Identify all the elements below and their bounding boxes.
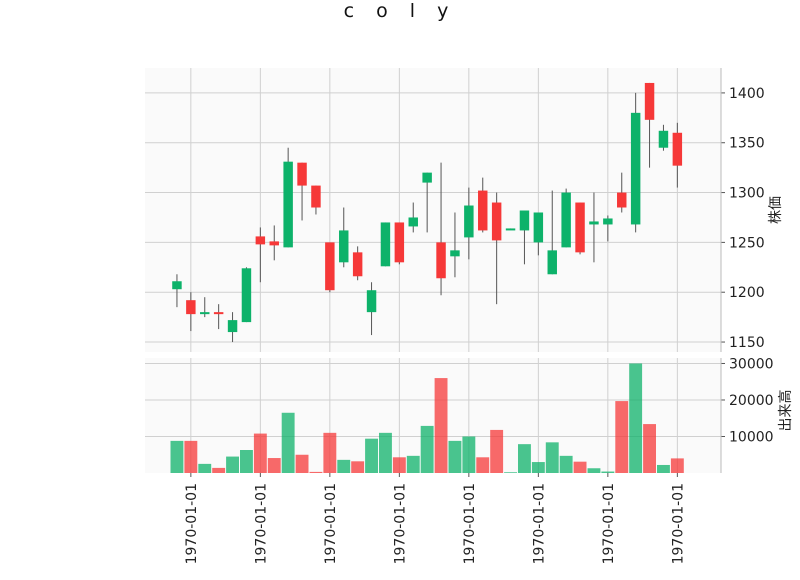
candle-body (644, 82, 655, 120)
candle-body (603, 218, 613, 225)
candle-body (658, 130, 669, 148)
candle-body (352, 252, 363, 277)
volume-bar (434, 378, 448, 473)
candle-body (436, 242, 446, 279)
candle-body (297, 162, 307, 186)
candle-body (366, 290, 377, 313)
volume-bar (448, 440, 462, 473)
candle-body (617, 192, 627, 208)
candle-body (533, 212, 544, 243)
candle-body (283, 161, 293, 248)
price-tick-label: 1150 (729, 335, 765, 351)
candle-body (311, 185, 321, 208)
volume-bar (240, 450, 253, 473)
candle-body (325, 242, 335, 291)
price-panel (145, 68, 721, 352)
volume-tick-label: 10000 (729, 429, 774, 445)
price-tick-label: 1400 (729, 86, 765, 102)
chart-title: c o l y (343, 0, 457, 22)
volume-bar (643, 424, 656, 473)
volume-bar (184, 440, 198, 473)
candle-body (227, 320, 238, 333)
volume-bar (531, 462, 545, 473)
x-tick-label: 1970-01-01 (184, 483, 200, 564)
volume-bar (559, 455, 573, 473)
candle-body (186, 300, 196, 315)
candle-body (269, 241, 279, 246)
candle-body (575, 202, 585, 253)
volume-bar (462, 436, 476, 473)
candle-body (380, 222, 391, 267)
volume-bar (295, 454, 309, 473)
volume-bar (212, 467, 226, 473)
candle-body (491, 202, 502, 241)
volume-tick-label: 30000 (729, 356, 774, 372)
candle-body (241, 268, 252, 323)
x-tick-label: 1970-01-01 (253, 483, 269, 564)
volume-bar (518, 444, 531, 473)
volume-bar (476, 457, 490, 473)
volume-bar (629, 363, 643, 473)
x-tick-label: 1970-01-01 (531, 483, 547, 564)
candle-body (672, 132, 683, 166)
volume-bar (379, 432, 392, 473)
candle-body (519, 210, 530, 231)
volume-bar (420, 425, 434, 473)
volume-bar (309, 471, 323, 473)
x-tick-label: 1970-01-01 (392, 483, 408, 564)
volume-bar (504, 472, 517, 473)
volume-bar (337, 459, 351, 473)
price-axis-label: 株価 (768, 196, 784, 224)
candle-body (394, 222, 405, 263)
candle-body (547, 250, 557, 275)
volume-bar (226, 456, 239, 473)
candle-body (589, 221, 599, 225)
volume-bar (490, 429, 504, 473)
volume-bar (281, 412, 295, 473)
candle-body (422, 172, 432, 183)
volume-bar (351, 461, 365, 473)
x-tick-label: 1970-01-01 (462, 483, 478, 564)
candle-body (450, 250, 460, 257)
volume-axis-label: 出来高 (777, 390, 794, 432)
candle-body (172, 281, 182, 290)
x-tick-label: 1970-01-01 (670, 483, 686, 564)
volume-bar (601, 471, 615, 473)
x-tick-label: 1970-01-01 (601, 483, 617, 564)
volume-bar (670, 458, 684, 473)
candle-body (255, 236, 266, 245)
volume-bar (657, 464, 670, 473)
volume-bar (323, 432, 337, 473)
volume-bar (587, 468, 601, 473)
x-tick-label: 1970-01-01 (323, 483, 339, 564)
volume-bar (392, 457, 406, 473)
candle-body (200, 312, 210, 315)
volume-bar (170, 440, 184, 473)
price-tick-label: 1250 (729, 235, 765, 251)
volume-bar (267, 458, 281, 473)
volume-bar (406, 455, 420, 473)
candle-body (408, 217, 418, 227)
candle-body (213, 312, 224, 315)
candle-body (478, 190, 488, 231)
volume-bar (253, 433, 267, 473)
price-tick-label: 1350 (729, 136, 765, 152)
volume-bar (198, 463, 212, 473)
volume-tick-label: 20000 (729, 393, 774, 409)
price-tick-label: 1300 (729, 186, 765, 202)
candle-body (505, 228, 516, 231)
candle-body (339, 230, 349, 263)
candle-body (464, 205, 474, 238)
volume-bar (573, 461, 587, 473)
volume-bar (545, 442, 559, 473)
candle-body (561, 192, 571, 248)
volume-bar (615, 401, 629, 473)
price-tick-label: 1200 (729, 285, 765, 301)
volume-bar (365, 438, 378, 473)
candle-body (630, 112, 641, 225)
